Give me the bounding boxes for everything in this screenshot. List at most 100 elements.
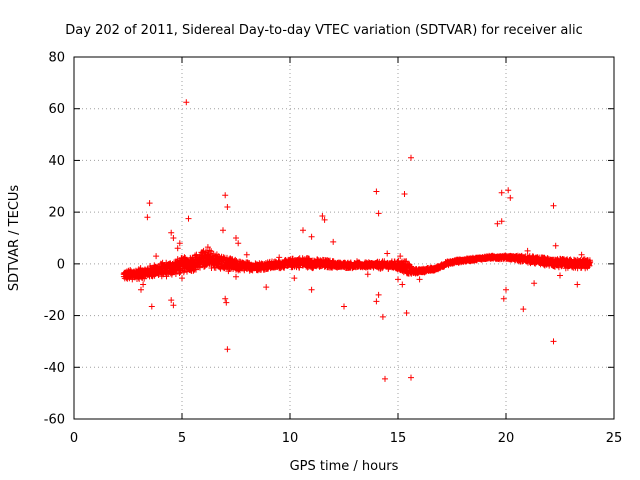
y-tick-label: 40 <box>48 154 65 169</box>
data-point <box>408 154 414 161</box>
data-point <box>399 281 406 288</box>
y-tick-label: 20 <box>48 206 65 221</box>
data-point <box>223 299 230 306</box>
data-point <box>500 295 507 302</box>
data-point <box>168 297 175 304</box>
data-point <box>408 374 414 381</box>
data-point <box>379 313 386 320</box>
data-point <box>148 303 155 310</box>
data-point <box>550 338 557 345</box>
data-point <box>524 247 531 254</box>
data-points <box>120 99 594 382</box>
data-point <box>373 298 380 305</box>
y-tick-label: 60 <box>48 102 65 117</box>
data-point <box>520 306 527 313</box>
data-point <box>168 229 175 236</box>
x-tick-label: 5 <box>178 431 186 446</box>
data-point <box>170 302 177 309</box>
data-point <box>224 204 231 210</box>
data-point <box>153 253 160 260</box>
data-point <box>140 281 147 288</box>
data-point <box>179 275 185 282</box>
data-point <box>235 240 242 247</box>
y-tick-label: -20 <box>44 309 65 324</box>
data-point <box>395 276 401 283</box>
y-tick-label: -60 <box>44 413 65 428</box>
data-point <box>498 189 505 196</box>
data-point <box>308 233 315 240</box>
data-point <box>135 275 142 282</box>
data-point <box>174 245 181 252</box>
plot-frame <box>73 56 615 420</box>
data-point <box>375 291 382 298</box>
data-point <box>375 210 382 217</box>
data-point <box>382 375 388 382</box>
data-point <box>291 275 298 282</box>
data-point <box>263 284 270 291</box>
x-tick-label: 25 <box>606 431 623 446</box>
data-point <box>233 235 239 241</box>
data-point <box>321 216 328 223</box>
data-point <box>574 281 581 288</box>
y-tick-label: 0 <box>57 257 65 272</box>
data-point <box>552 242 559 249</box>
data-point <box>204 244 211 251</box>
data-point <box>416 276 423 283</box>
data-point <box>183 99 190 106</box>
ticks <box>73 56 615 420</box>
data-point <box>557 272 563 279</box>
y-tick-label: -40 <box>44 361 65 376</box>
data-point <box>222 192 229 199</box>
data-point <box>224 346 231 353</box>
grid <box>74 57 614 419</box>
data-point <box>146 200 153 207</box>
data-point <box>505 187 512 194</box>
data-point <box>403 258 410 265</box>
data-point <box>494 220 501 227</box>
data-point <box>172 271 179 277</box>
data-point <box>276 254 283 261</box>
data-point <box>296 264 303 271</box>
x-tick-label: 10 <box>282 431 299 446</box>
x-tick-labels: 0 5 10 15 20 25 <box>70 431 622 446</box>
data-point <box>341 303 347 310</box>
x-tick-label: 20 <box>498 431 515 446</box>
data-point <box>550 202 557 209</box>
chart-title: Day 202 of 2011, Sidereal Day-to-day VTE… <box>65 23 582 38</box>
data-point <box>319 213 326 219</box>
data-point <box>170 235 177 241</box>
data-point <box>587 258 594 265</box>
data-point <box>176 240 183 247</box>
data-point <box>531 280 538 287</box>
data-point <box>403 310 410 316</box>
data-point <box>185 215 192 222</box>
data-point <box>233 273 239 280</box>
data-point <box>373 188 380 195</box>
data-point <box>364 271 371 278</box>
data-point <box>330 238 337 245</box>
x-tick-label: 15 <box>390 431 407 446</box>
data-point <box>401 191 408 197</box>
y-tick-labels: -60 -40 -20 0 20 40 60 80 <box>44 51 65 428</box>
data-point <box>503 286 509 293</box>
data-point <box>243 251 250 258</box>
data-point <box>498 218 505 225</box>
data-point <box>129 276 136 283</box>
data-point <box>507 194 514 201</box>
data-point <box>397 253 404 260</box>
x-tick-label: 0 <box>70 431 78 446</box>
data-point <box>300 227 306 234</box>
data-point <box>220 227 226 234</box>
y-axis-label: SDTVAR / TECUs <box>7 185 22 292</box>
data-point <box>138 286 144 293</box>
x-axis-label: GPS time / hours <box>290 459 399 474</box>
data-point <box>200 247 207 254</box>
data-point <box>222 295 229 302</box>
data-point <box>354 258 360 265</box>
data-point <box>384 250 391 257</box>
data-point <box>144 214 151 221</box>
data-point <box>578 251 585 258</box>
y-tick-label: 80 <box>48 51 65 66</box>
data-point <box>308 286 315 293</box>
